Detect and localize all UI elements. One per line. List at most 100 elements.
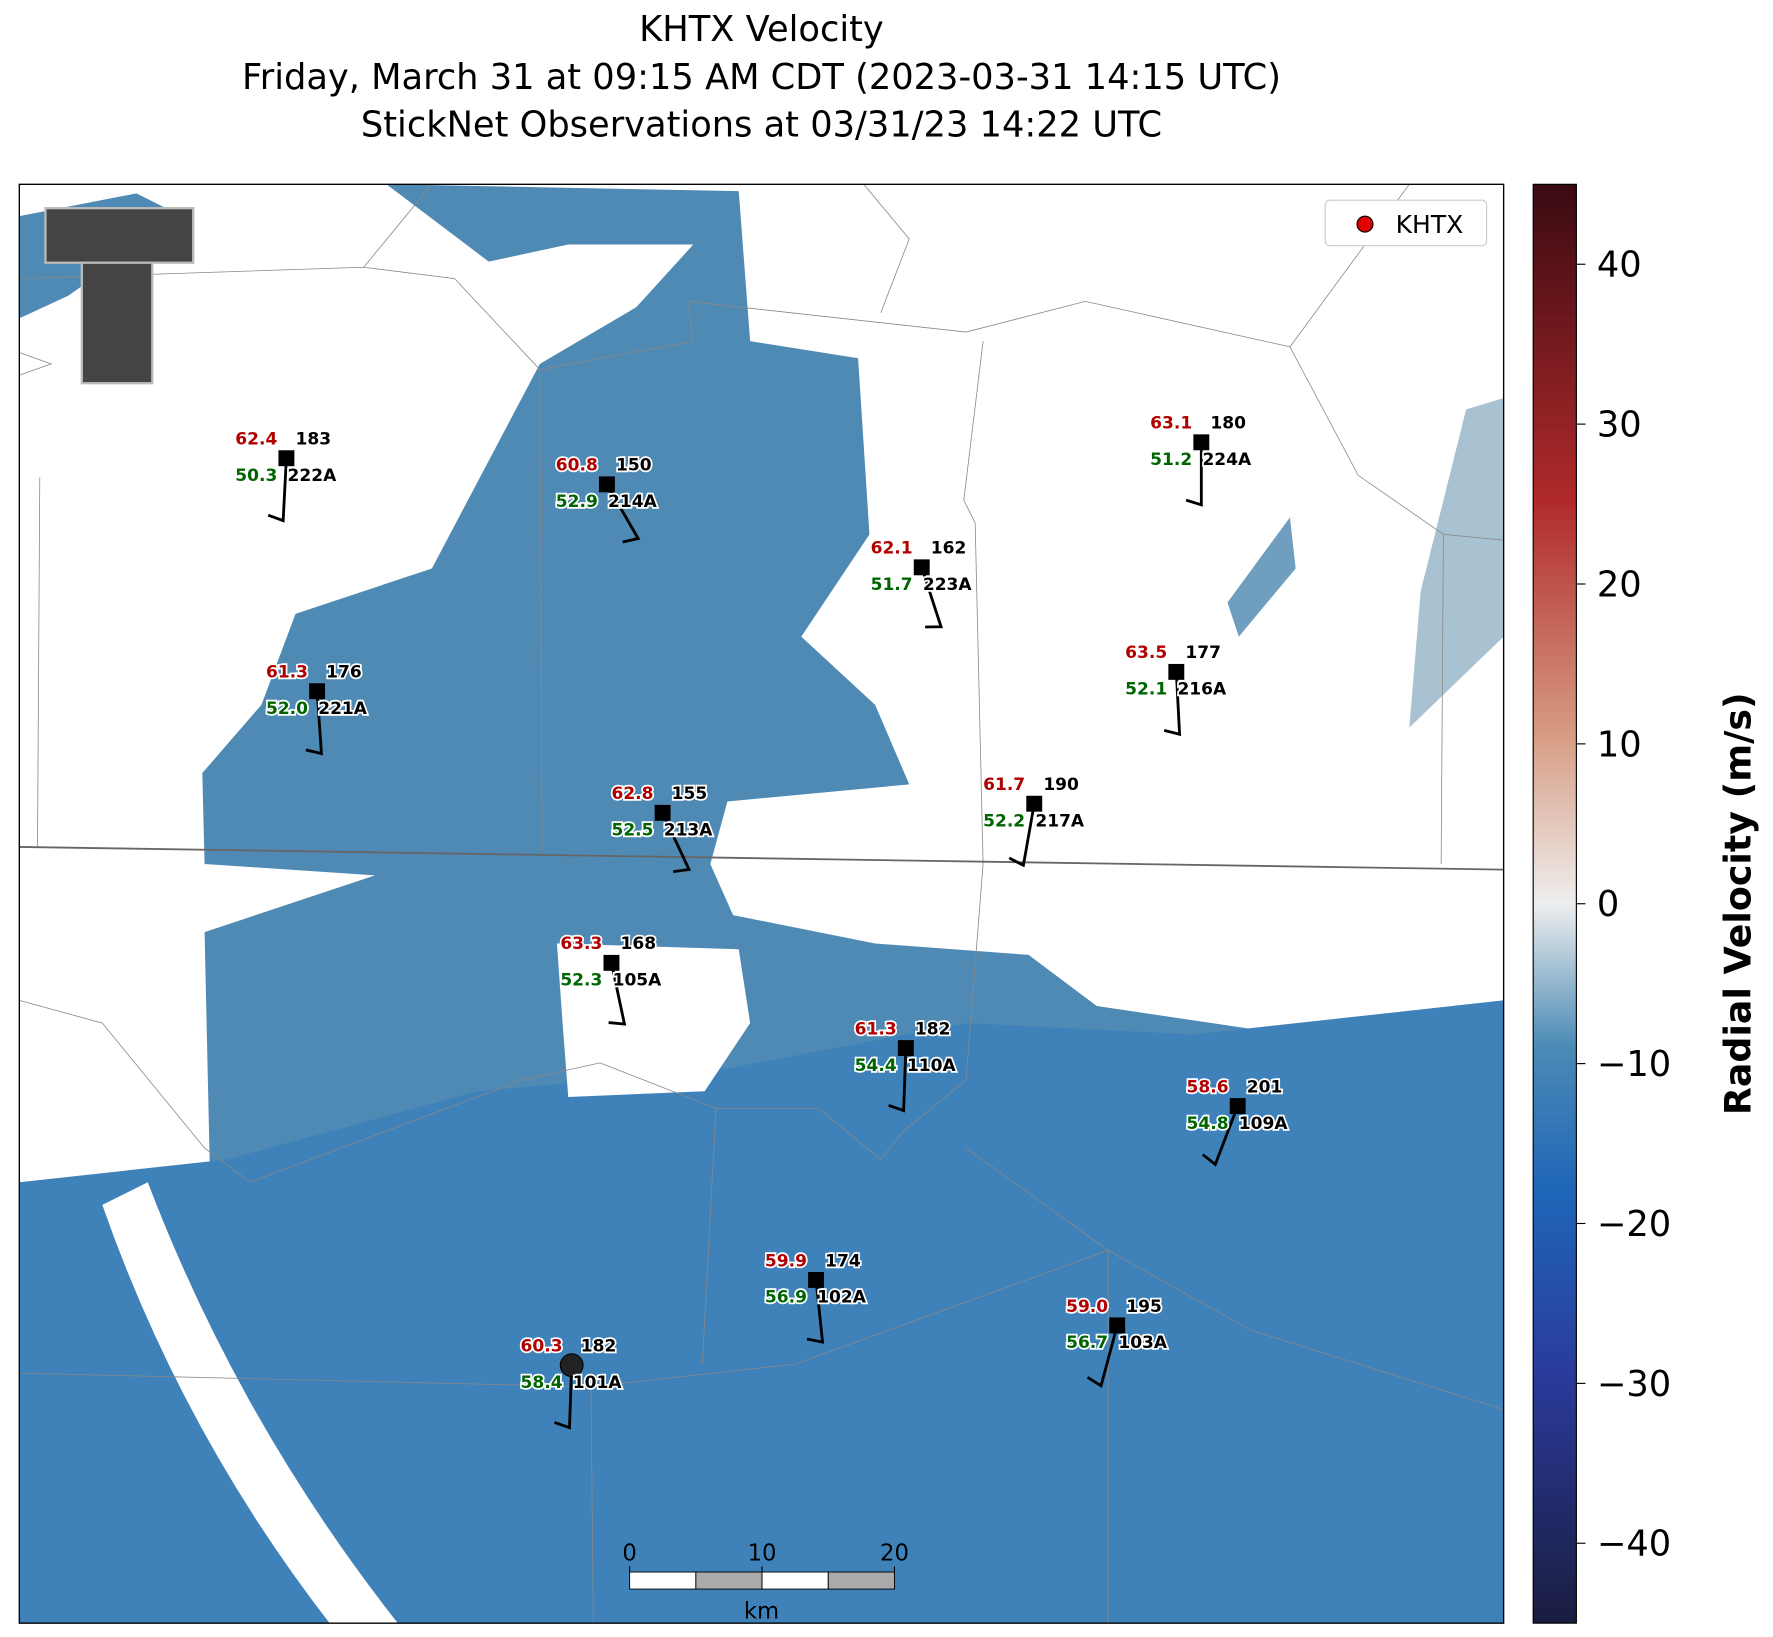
temperature: 61.7 [983, 775, 1025, 795]
temperature: 63.1 [1150, 414, 1192, 434]
temperature: 62.4 [235, 430, 277, 450]
station-marker [1026, 795, 1043, 812]
temperature: 59.0 [1066, 1297, 1108, 1317]
temperature: 59.9 [765, 1251, 807, 1271]
county-borders [19, 184, 1504, 1624]
wind-direction: 177 [1185, 643, 1221, 663]
radar-site [559, 1353, 584, 1378]
colorbar-tick-label: 30 [1597, 405, 1642, 446]
colorbar-scale [1532, 183, 1577, 1624]
station-id: 217A [1035, 811, 1085, 831]
scale-tick-label: 0 [622, 1541, 636, 1567]
subtitle: Friday, March 31 at 09:15 AM CDT (2023-0… [242, 57, 1281, 98]
wind-barb [661, 812, 692, 874]
station-id: 221A [318, 699, 368, 719]
dewpoint: 52.5 [611, 821, 653, 841]
colorbar: Radial Velocity (m/s) −40 −30 −20 −10 0 10 20 3… [1532, 183, 1759, 1624]
wind-direction: 168 [621, 934, 657, 954]
station-marker [309, 683, 326, 700]
dewpoint: 58.4 [521, 1373, 563, 1393]
scale-unit: km [744, 1599, 779, 1625]
wind-barb [1185, 442, 1203, 507]
colorbar-tick-label: −10 [1597, 1044, 1671, 1085]
station-id: 103A [1118, 1333, 1168, 1353]
temperature: 60.3 [521, 1337, 563, 1357]
dewpoint: 52.0 [266, 699, 308, 719]
legend: KHTX [1324, 199, 1488, 247]
legend-box [1324, 199, 1488, 247]
wind-direction: 180 [1210, 414, 1246, 434]
station-id: 214A [608, 492, 658, 512]
wind-direction: 183 [295, 430, 331, 450]
station-marker [1168, 663, 1185, 680]
wind-direction: 190 [1043, 775, 1079, 795]
station-marker [278, 450, 295, 467]
wind-barb [920, 566, 943, 629]
dewpoint: 52.1 [1125, 680, 1167, 700]
dewpoint: 56.9 [765, 1288, 807, 1308]
wind-barb [806, 1279, 825, 1344]
echo-region-ne [1227, 517, 1296, 637]
scale-segment [761, 1571, 829, 1590]
colorbar-tick-label: 20 [1597, 564, 1642, 605]
state-border [19, 846, 1504, 871]
dewpoint: 50.3 [235, 466, 277, 486]
scale-segment [695, 1571, 763, 1590]
temperature: 58.6 [1187, 1077, 1229, 1097]
wind-barb [1008, 803, 1036, 868]
colorbar-label: Radial Velocity (m/s) [1716, 692, 1759, 1115]
station-marker [808, 1271, 824, 1288]
dewpoint: 54.8 [1187, 1114, 1229, 1134]
station-id: 222A [288, 466, 338, 486]
temperature: 63.3 [560, 934, 602, 954]
dewpoint: 51.7 [871, 575, 913, 595]
scale-tick-label: 20 [880, 1541, 909, 1567]
legend-marker [1356, 215, 1374, 233]
dewpoint: 51.2 [1150, 450, 1192, 470]
wind-direction: 182 [581, 1337, 617, 1357]
scale-segment [827, 1571, 895, 1590]
wind-barb [605, 483, 641, 544]
map-frame [18, 183, 1505, 1624]
colorbar-tick-label: 40 [1597, 245, 1642, 286]
scale-bar: km 0 10 20 [622, 1541, 909, 1625]
colorbar-tick-label: −30 [1597, 1364, 1671, 1405]
wind-barb [305, 691, 324, 756]
wind-direction: 162 [931, 539, 967, 559]
observation-time: StickNet Observations at 03/31/23 14:22 … [361, 105, 1162, 146]
dewpoint: 52.9 [556, 492, 598, 512]
radar-field [19, 184, 1504, 1624]
station-id: 101A [573, 1373, 623, 1393]
wind-barb [1201, 1105, 1240, 1167]
wind-barb [888, 1048, 908, 1113]
scale-tick-label: 10 [748, 1541, 777, 1567]
wind-direction: 201 [1247, 1077, 1283, 1097]
colorbar-tick-label: −40 [1597, 1524, 1671, 1565]
station-id: 110A [907, 1056, 957, 1076]
logo [44, 207, 195, 385]
station-id: 102A [817, 1288, 867, 1308]
station-marker [897, 1040, 914, 1057]
station-id: 105A [613, 971, 663, 991]
wind-direction: 195 [1126, 1297, 1162, 1317]
station-marker [913, 559, 930, 576]
station-id: 216A [1177, 680, 1227, 700]
station-marker [1229, 1098, 1246, 1114]
wind-direction: 182 [915, 1019, 951, 1039]
wind-barb [554, 1365, 574, 1430]
station-id: 109A [1239, 1114, 1289, 1134]
station-marker [1109, 1317, 1126, 1334]
dewpoint: 52.2 [983, 811, 1025, 831]
station-marker [598, 476, 615, 493]
wind-direction: 174 [825, 1251, 861, 1271]
wind-barb [1086, 1325, 1119, 1389]
colorbar-tick-label: −20 [1597, 1204, 1671, 1245]
station-id: 213A [664, 821, 714, 841]
echo-region-south [19, 1000, 1504, 1624]
wind-direction: 155 [672, 784, 708, 804]
temperature: 63.5 [1125, 643, 1167, 663]
station-id: 224A [1202, 450, 1252, 470]
dewpoint: 54.4 [855, 1056, 897, 1076]
station-marker [1193, 434, 1210, 451]
wind-barb [608, 962, 627, 1026]
